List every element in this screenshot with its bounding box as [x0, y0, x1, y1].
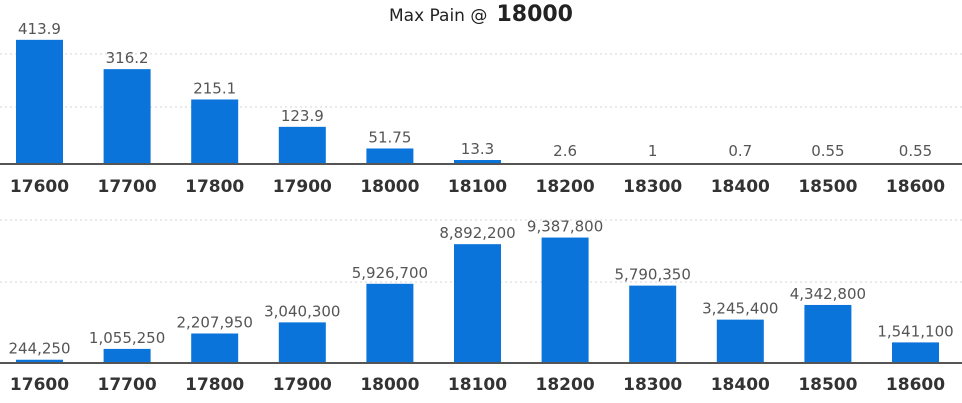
open-interest-data-label-18100: 8,892,200: [439, 224, 515, 242]
open-interest-tick-label-17800: 17800: [185, 375, 244, 395]
premium-tick-label-17900: 17900: [273, 177, 332, 197]
premium-data-label-18200: 2.6: [553, 142, 577, 160]
premium-data-label-18400: 0.7: [728, 142, 752, 160]
premium-bar-17800[interactable]: [191, 99, 239, 164]
premium-data-label-18000: 51.75: [368, 128, 411, 146]
open-interest-data-label-18400: 3,245,400: [702, 300, 778, 318]
open-interest-tick-label-18300: 18300: [623, 375, 682, 395]
open-interest-data-label-17700: 1,055,250: [89, 329, 165, 347]
open-interest-bar-18500[interactable]: [804, 304, 852, 363]
premium-tick-label-18600: 18600: [886, 177, 945, 197]
open-interest-bar-17900[interactable]: [278, 322, 326, 363]
open-interest-tick-label-18400: 18400: [711, 375, 770, 395]
premium-tick-label-18300: 18300: [623, 177, 682, 197]
premium-data-label-18300: 1: [648, 142, 658, 160]
open-interest-bar-18300[interactable]: [629, 285, 677, 363]
premium-bar-18000[interactable]: [366, 148, 414, 164]
open-interest-data-label-17900: 3,040,300: [264, 302, 340, 320]
premium-tick-label-18400: 18400: [711, 177, 770, 197]
open-interest-tick-label-18200: 18200: [536, 375, 595, 395]
premium-data-label-18100: 13.3: [461, 140, 494, 158]
open-interest-bar-18200[interactable]: [541, 237, 589, 363]
premium-tick-label-17700: 17700: [98, 177, 157, 197]
premium-tick-label-18100: 18100: [448, 177, 507, 197]
open-interest-data-label-18600: 1,541,100: [877, 322, 953, 340]
open-interest-bar-18600[interactable]: [892, 342, 939, 363]
open-interest-bar-18400[interactable]: [716, 319, 764, 363]
chart-title: Max Pain @ 18000: [0, 2, 962, 27]
premium-bar-chart: 413.9 17600 316.2 17700 215.1 17800 123.9 17900…: [0, 20, 962, 197]
premium-tick-label-18000: 18000: [360, 177, 419, 197]
premium-data-label-17900: 123.9: [281, 107, 324, 125]
premium-bar-17600[interactable]: [16, 39, 63, 164]
open-interest-data-label-18000: 5,926,700: [352, 264, 428, 282]
open-interest-data-label-18500: 4,342,800: [790, 285, 866, 303]
premium-bar-17900[interactable]: [278, 126, 326, 164]
open-interest-data-label-18200: 9,387,800: [527, 218, 603, 236]
open-interest-bar-18100[interactable]: [454, 244, 501, 363]
chart-title-value: 18000: [496, 2, 573, 27]
open-interest-bar-17800[interactable]: [191, 333, 239, 363]
open-interest-tick-label-18600: 18600: [886, 375, 945, 395]
open-interest-data-label-17600: 244,250: [8, 340, 70, 358]
premium-data-label-17700: 316.2: [106, 49, 149, 67]
premium-tick-label-17800: 17800: [185, 177, 244, 197]
open-interest-tick-label-18100: 18100: [448, 375, 507, 395]
premium-data-label-18500: 0.55: [811, 142, 844, 160]
premium-data-label-17800: 215.1: [193, 79, 236, 97]
premium-bar-17700[interactable]: [103, 69, 151, 164]
open-interest-tick-label-17600: 17600: [10, 375, 69, 395]
open-interest-bar-18000[interactable]: [366, 283, 414, 363]
open-interest-tick-label-18000: 18000: [360, 375, 419, 395]
chart-title-prefix: Max Pain @: [389, 6, 488, 26]
premium-bar-18100[interactable]: [454, 160, 501, 164]
premium-tick-label-18500: 18500: [798, 177, 857, 197]
premium-tick-label-18200: 18200: [536, 177, 595, 197]
open-interest-data-label-18300: 5,790,350: [615, 266, 691, 284]
premium-tick-label-17600: 17600: [10, 177, 69, 197]
open-interest-tick-label-17700: 17700: [98, 375, 157, 395]
open-interest-tick-label-17900: 17900: [273, 375, 332, 395]
open-interest-bar-17700[interactable]: [103, 348, 151, 363]
open-interest-data-label-17800: 2,207,950: [177, 313, 253, 331]
open-interest-bar-17600[interactable]: [16, 359, 63, 363]
premium-data-label-18600: 0.55: [899, 142, 932, 160]
open-interest-tick-label-18500: 18500: [798, 375, 857, 395]
open-interest-bar-chart: 244,250 17600 1,055,250 17700 2,207,950 17800…: [0, 218, 962, 395]
premium-data-label-17600: 413.9: [18, 20, 61, 38]
